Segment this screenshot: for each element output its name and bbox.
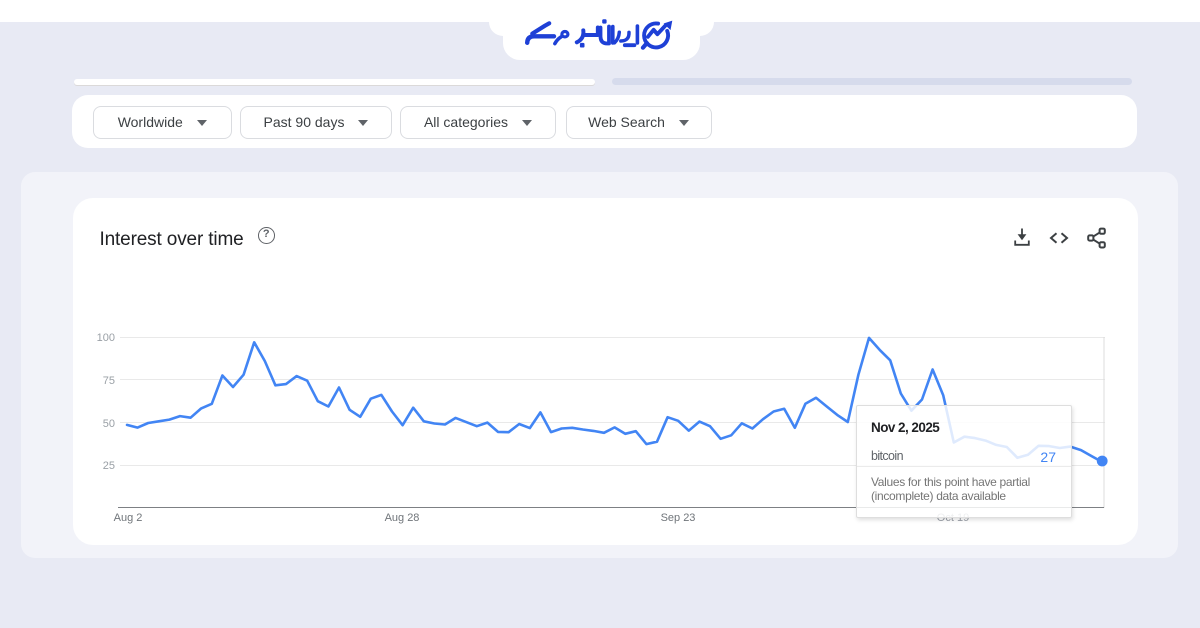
svg-text:Aug 2: Aug 2 [114, 512, 143, 524]
svg-text:Aug 28: Aug 28 [385, 512, 420, 524]
svg-text:50: 50 [103, 418, 115, 430]
svg-text:100: 100 [97, 332, 115, 344]
svg-text:25: 25 [103, 460, 115, 472]
svg-text:75: 75 [103, 375, 115, 387]
svg-text:Sep 23: Sep 23 [661, 512, 696, 524]
